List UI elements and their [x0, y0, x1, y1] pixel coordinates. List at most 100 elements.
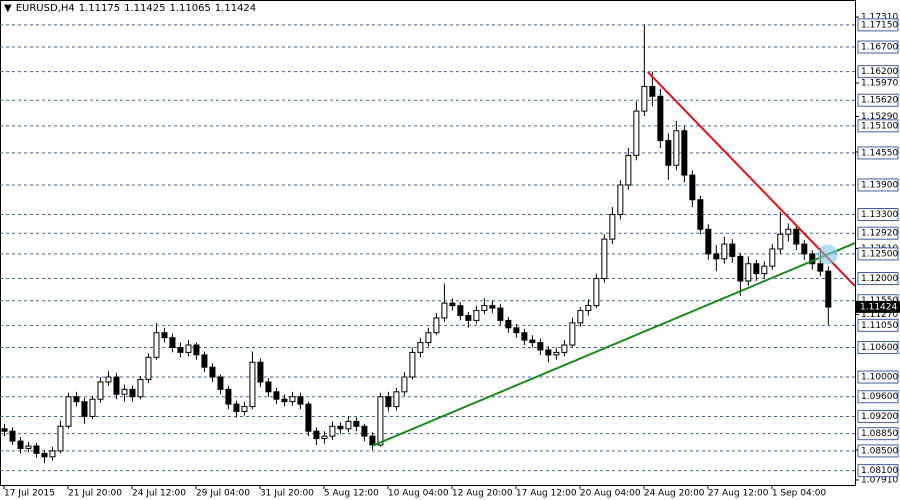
candle-body [585, 305, 592, 312]
candle-body [713, 253, 720, 260]
menu-arrow[interactable]: ▼ [4, 3, 12, 14]
candle-body [137, 378, 144, 398]
candle-body [17, 440, 24, 449]
candle-body [601, 238, 608, 280]
level-label: 1.10600 [861, 343, 898, 353]
candle-body [201, 354, 208, 368]
level-box [857, 247, 899, 261]
candle-body [361, 425, 368, 437]
candle-body [41, 452, 48, 458]
candle-body [705, 228, 712, 255]
candle-body [9, 430, 16, 442]
level-label: 1.16200 [861, 67, 898, 77]
candle-body [353, 420, 360, 427]
plot-frame [0, 0, 856, 486]
ohlc-value: 1.11424 [214, 3, 257, 14]
candle-body [321, 435, 328, 440]
candle-body [681, 130, 688, 176]
level-label: 1.13300 [861, 210, 898, 220]
level-box [857, 409, 899, 423]
level-label: 1.14550 [861, 148, 898, 158]
candle-body [305, 403, 312, 432]
level-box [857, 18, 899, 32]
candle-body [81, 401, 88, 417]
x-tick-label: 17 Aug 12:00 [516, 489, 577, 499]
candle-body [457, 305, 464, 316]
candle-body [673, 130, 680, 166]
candle-body [553, 351, 560, 356]
candle-body [633, 110, 640, 156]
level-label: 1.09200 [861, 412, 898, 422]
level-label: 1.13900 [861, 180, 898, 190]
candle-body [593, 278, 600, 307]
candle-body [385, 396, 392, 408]
candle-body [769, 248, 776, 267]
candle-body [737, 255, 744, 282]
candle-body [377, 396, 384, 446]
candle-body [169, 337, 176, 348]
candle-body [49, 450, 56, 458]
candle-body [745, 263, 752, 282]
level-box [857, 390, 899, 404]
candle-body [129, 388, 136, 398]
candle-body [609, 213, 616, 240]
candle-body [657, 95, 664, 142]
candle-body [329, 425, 336, 437]
candle-body [193, 344, 200, 356]
candle-body [217, 376, 224, 390]
candle-body [785, 228, 792, 235]
candle-body [209, 366, 216, 378]
candle-body [185, 344, 192, 353]
candle-body [1, 428, 8, 432]
candle-body [121, 388, 128, 395]
candle-body [625, 154, 632, 186]
level-label: 1.08850 [861, 429, 898, 439]
candle-body [33, 445, 40, 454]
candle-body [153, 332, 160, 358]
candle-body [641, 85, 648, 112]
candle-body [545, 349, 552, 356]
candle-body [777, 233, 784, 250]
ohlc-value: 1.11425 [124, 3, 166, 14]
candle-body [241, 406, 248, 413]
candle-body [497, 307, 504, 321]
candle-body [817, 263, 824, 272]
level-box [857, 272, 899, 286]
level-box [857, 93, 899, 107]
level-box [857, 370, 899, 384]
candle-body [825, 270, 832, 308]
candle-body [265, 381, 272, 393]
candle-body [105, 376, 112, 383]
x-tick-label: 24 Jul 12:00 [132, 489, 186, 499]
candle-body [449, 302, 456, 307]
level-label: 1.10000 [861, 373, 898, 383]
candle-body [489, 305, 496, 309]
level-box [857, 427, 899, 441]
candle-body [337, 425, 344, 430]
x-tick-label: 1 Sep 04:00 [772, 489, 827, 499]
highlight [817, 244, 838, 265]
candle-body [225, 388, 232, 405]
candle-body [257, 361, 264, 383]
candle-body [505, 319, 512, 329]
candle-body [417, 342, 424, 353]
candle-body [233, 403, 240, 413]
level-label: 1.12920 [861, 229, 898, 239]
candle-body [161, 332, 168, 339]
candle-body [113, 376, 120, 395]
y-tick-label: 1.15970 [861, 78, 898, 88]
current-price-label: 1.11424 [860, 302, 897, 312]
current-price-box [856, 300, 900, 313]
x-tick-label: 29 Jul 04:00 [196, 489, 250, 499]
level-box [857, 340, 899, 354]
candle-body [561, 344, 568, 353]
candle-body [697, 199, 704, 230]
candle-body [177, 346, 184, 353]
level-label: 1.17150 [861, 20, 898, 30]
ohlc-value: 1.11065 [169, 3, 211, 14]
level-label: 1.16700 [861, 43, 898, 53]
candle-body [409, 351, 416, 378]
y-tick-label: 1.07910 [861, 475, 898, 485]
level-label: 1.08100 [861, 466, 898, 476]
